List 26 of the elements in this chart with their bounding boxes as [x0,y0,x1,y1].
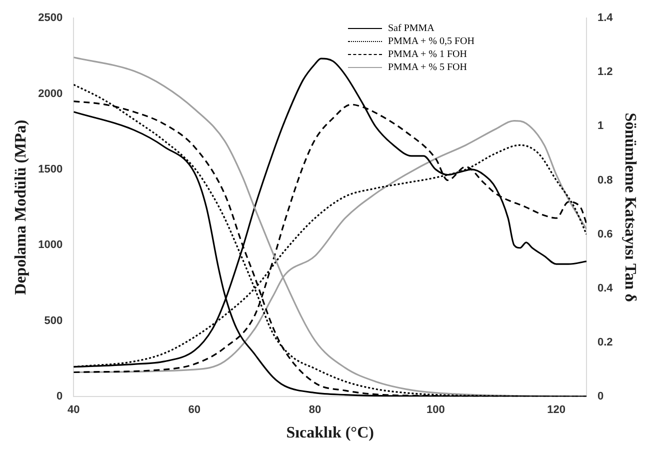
x-tick-label: 120 [547,404,566,416]
y-tick-label: 500 [44,314,63,327]
y2-tick-label: 0.4 [598,282,614,294]
y2-tick-label: 0.2 [598,336,613,349]
x-axis-title: Sıcaklık (°C) [286,424,374,442]
x-tick-label: 40 [68,404,80,416]
y2-tick-label: 1.2 [598,66,613,78]
legend-label: Saf PMMA [388,22,434,35]
x-tick-label: 80 [308,404,322,416]
y2-tick-label: 0.8 [598,174,613,186]
y2-tick-label: 0 [598,390,604,403]
x-tick-label: 60 [188,404,200,416]
legend-label: PMMA + % 1 FOH [388,48,467,61]
legend-label: PMMA + % 0,5 FOH [388,35,474,48]
legend-label: PMMA + % 5 FOH [388,61,467,74]
y-tick-label: 0 [56,390,63,403]
y-tick-label: 1500 [38,163,63,176]
y-tick-label: 2000 [38,88,63,100]
y2-tick-label: 1 [598,120,604,132]
y2-tick-label: 0.6 [598,228,613,240]
y-axis-title: Depolama Modülü (MPa) [12,120,30,295]
x-tick-label: 100 [426,404,445,416]
y2-tick-label: 1.4 [598,12,614,24]
y-tick-label: 1000 [38,239,63,252]
y2-axis-title: Sönümleme Katsayısı Tan δ [621,112,638,302]
y-tick-label: 2500 [38,12,63,24]
